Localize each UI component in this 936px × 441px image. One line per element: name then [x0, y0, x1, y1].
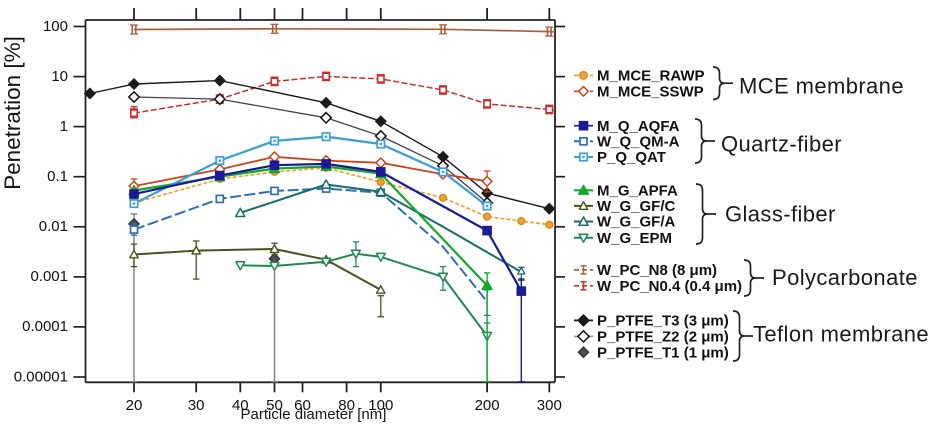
- svg-text:60: 60: [294, 397, 311, 414]
- svg-text:MCE membrane: MCE membrane: [739, 74, 904, 99]
- svg-text:P_PTFE_T1 (1 μm): P_PTFE_T1 (1 μm): [597, 344, 729, 361]
- svg-text:M_MCE_SSWP: M_MCE_SSWP: [597, 84, 704, 101]
- svg-text:W_G_GF/A: W_G_GF/A: [597, 214, 676, 231]
- svg-text:100: 100: [43, 18, 68, 35]
- svg-text:Polycarbonate: Polycarbonate: [772, 265, 918, 290]
- svg-text:P_Q_QAT: P_Q_QAT: [597, 149, 666, 166]
- svg-text:M_Q_AQFA: M_Q_AQFA: [597, 118, 680, 135]
- svg-text:W_PC_N8 (8 μm): W_PC_N8 (8 μm): [597, 262, 717, 279]
- svg-text:0.1: 0.1: [47, 168, 68, 185]
- svg-text:Quartz-fiber: Quartz-fiber: [721, 132, 842, 157]
- svg-text:Penetration [%]: Penetration [%]: [0, 36, 25, 190]
- svg-text:30: 30: [188, 397, 205, 414]
- svg-text:40: 40: [232, 397, 249, 414]
- svg-text:0.001: 0.001: [30, 268, 68, 285]
- svg-text:0.00001: 0.00001: [14, 368, 68, 385]
- svg-text:W_G_GF/C: W_G_GF/C: [597, 198, 676, 215]
- svg-text:0.01: 0.01: [39, 218, 68, 235]
- svg-text:200: 200: [475, 397, 500, 414]
- svg-text:Particle diameter [nm]: Particle diameter [nm]: [241, 406, 387, 423]
- svg-text:P_PTFE_T3 (3 μm): P_PTFE_T3 (3 μm): [597, 313, 729, 330]
- svg-text:M_G_APFA: M_G_APFA: [597, 183, 678, 200]
- svg-text:50: 50: [266, 397, 283, 414]
- svg-text:Teflon membrane: Teflon membrane: [753, 322, 929, 347]
- svg-text:W_Q_QM-A: W_Q_QM-A: [597, 134, 680, 151]
- svg-text:100: 100: [368, 397, 393, 414]
- svg-text:M_MCE_RAWP: M_MCE_RAWP: [597, 68, 705, 85]
- svg-text:W_G_EPM: W_G_EPM: [597, 230, 672, 247]
- svg-text:0.0001: 0.0001: [22, 318, 68, 335]
- svg-text:300: 300: [537, 397, 562, 414]
- svg-text:80: 80: [338, 397, 355, 414]
- svg-text:W_PC_N0.4 (0.4 μm): W_PC_N0.4 (0.4 μm): [597, 278, 742, 295]
- svg-text:Glass-fiber: Glass-fiber: [725, 202, 836, 227]
- svg-text:P_PTFE_Z2 (2 μm): P_PTFE_Z2 (2 μm): [597, 329, 729, 346]
- svg-text:10: 10: [51, 68, 68, 85]
- svg-text:20: 20: [126, 397, 143, 414]
- svg-text:1: 1: [60, 118, 68, 135]
